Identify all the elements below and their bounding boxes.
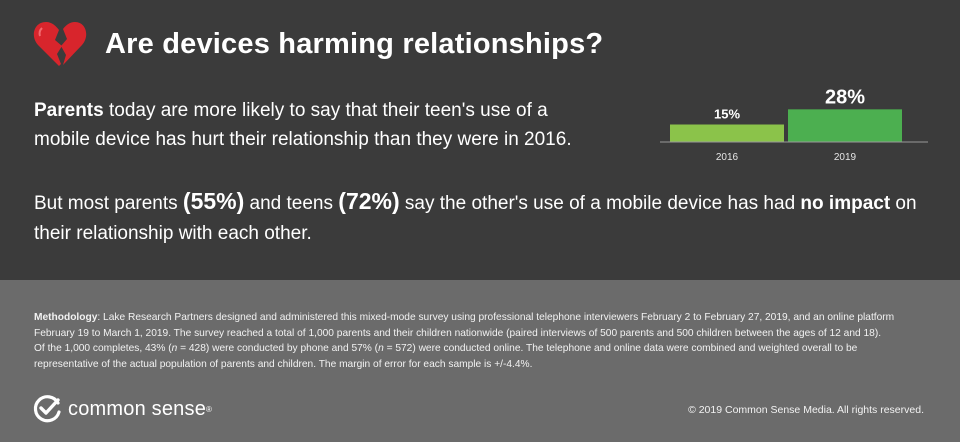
no-impact-statement: But most parents (55%) and teens (72%) s… [34, 186, 934, 249]
common-sense-logo: common sense ® [32, 394, 212, 424]
methodology-line-3a: Of the 1,000 completes, 43% ( [34, 343, 172, 355]
p2-text-1: But most parents [34, 193, 183, 214]
methodology-line-2: February 19 to March 1, 2019. The survey… [34, 327, 882, 339]
methodology-label: Methodology [34, 312, 98, 323]
value-label-2016: 15% [714, 107, 740, 122]
bar-2016 [670, 124, 784, 142]
p2-text-3: say the other's use of a mobile device h… [399, 193, 801, 214]
check-circle-icon [33, 395, 61, 423]
p2-text-2: and teens [244, 193, 339, 214]
page-title: Are devices harming relationships? [105, 28, 604, 60]
registered-mark: ® [206, 404, 212, 414]
methodology-panel [0, 280, 960, 442]
methodology-line-3b: = 428) were conducted by phone and 57% ( [177, 343, 379, 355]
tick-label-2016: 2016 [716, 152, 739, 163]
value-label-2019: 28% [825, 86, 865, 108]
brand-name: common sense [68, 397, 207, 420]
p2-text-4: on their relationship with each other. [34, 193, 917, 244]
methodology-line-3c: = 572) were conducted online. The teleph… [383, 343, 858, 355]
parents-text: today are more likely to say that their … [34, 100, 572, 150]
bar-2019 [788, 109, 902, 142]
broken-heart-icon [33, 22, 87, 66]
parents-statement: Parents today are more likely to say tha… [34, 96, 594, 154]
copyright-text: © 2019 Common Sense Media. All rights re… [688, 404, 924, 416]
teens-pct: (72%) [338, 188, 400, 214]
parents-lead: Parents [34, 100, 104, 121]
tick-label-2019: 2019 [834, 152, 857, 163]
n-variable-1: n [171, 343, 178, 355]
bar-chart: 15% 2016 28% 2019 [660, 86, 928, 163]
methodology-text: Methodology: Lake Research Partners desi… [34, 310, 934, 372]
methodology-line-4: representative of the actual population … [34, 358, 533, 370]
n-variable-2: n [378, 343, 384, 355]
parents-pct: (55%) [182, 188, 245, 214]
methodology-line-1: : Lake Research Partners designed and ad… [97, 312, 895, 323]
no-impact-emphasis: no impact [800, 193, 891, 214]
